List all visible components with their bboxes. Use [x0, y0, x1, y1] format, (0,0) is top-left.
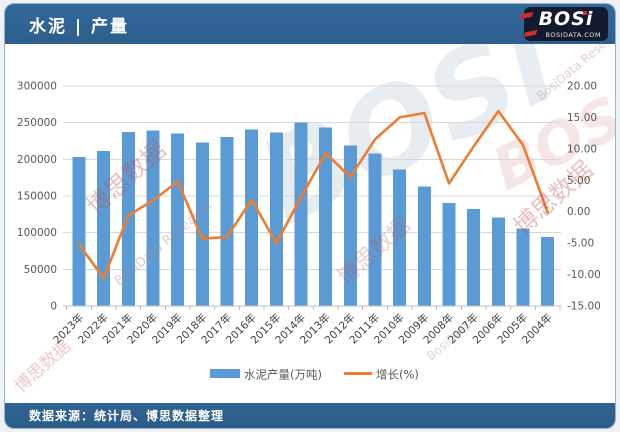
bar-2012年 — [343, 145, 357, 306]
bar-2013年 — [319, 127, 333, 306]
legend-line-label: 增长(%) — [376, 368, 419, 382]
left-axis-tick-label: 200000 — [17, 154, 57, 166]
left-axis-tick-label: 250000 — [17, 117, 57, 129]
production-growth-chart: BOSiBOSi05000010000015000020000025000030… — [11, 4, 615, 397]
left-axis-tick-label: 100000 — [17, 227, 57, 239]
right-axis-tick-label: -15.00 — [567, 301, 601, 313]
bar-2020年 — [146, 130, 160, 306]
right-axis-tick-label: 15.00 — [567, 112, 597, 124]
bar-2017年 — [220, 136, 234, 306]
bar-2015年 — [269, 132, 283, 306]
left-axis-tick-label: 150000 — [17, 191, 57, 203]
chart-card: 水泥 | 产量 BOSi BOSIDATA.COM BOSi BOSi 0 50000… — [4, 3, 616, 429]
left-axis-tick-label: 300000 — [17, 81, 57, 93]
bar-2023年 — [72, 157, 86, 306]
right-axis-tick-label: 0.00 — [567, 206, 590, 218]
page-title: 水泥 | 产量 — [29, 16, 130, 37]
footer-bar: 数据来源：统计局、博思数据整理 — [5, 403, 615, 428]
bosi-logo: BOSi BOSIDATA.COM — [519, 7, 608, 41]
left-axis-tick-label: 50000 — [24, 264, 57, 276]
bar-2016年 — [245, 129, 259, 306]
right-axis-tick-label: -10.00 — [567, 269, 601, 281]
right-axis-tick-label: 10.00 — [567, 143, 597, 155]
right-axis-tick-label: 20.00 — [567, 81, 597, 93]
bar-2007年 — [467, 208, 481, 306]
growth-line — [77, 109, 550, 280]
left-axis-tick-label: 0 — [50, 301, 57, 313]
logo-subtext: BOSIDATA.COM — [545, 31, 601, 39]
right-axis-tick-label: 5.00 — [567, 175, 590, 187]
bar-2009年 — [417, 186, 431, 306]
bar-2018年 — [195, 142, 209, 306]
bar-2014年 — [294, 122, 308, 307]
legend-bar-label: 水泥产量(万吨) — [244, 368, 322, 382]
data-source-text: 数据来源：统计局、博思数据整理 — [29, 409, 225, 423]
logo-accent-icon — [523, 29, 538, 38]
bar-2006年 — [491, 217, 505, 306]
bar-2008年 — [442, 202, 456, 306]
watermark: 博思数据 — [11, 336, 75, 396]
header-bar: 水泥 | 产量 BOSi BOSIDATA.COM — [5, 4, 615, 44]
right-axis-tick-label: -5.00 — [567, 238, 594, 250]
bar-2005年 — [516, 228, 530, 306]
bar-2019年 — [171, 133, 185, 306]
bar-2010年 — [393, 169, 407, 306]
bar-2004年 — [541, 237, 555, 306]
logo-dot-icon — [583, 11, 587, 15]
logo-text: BOSi — [538, 8, 594, 30]
bar-2011年 — [368, 153, 382, 306]
legend-bar-swatch — [210, 369, 240, 378]
